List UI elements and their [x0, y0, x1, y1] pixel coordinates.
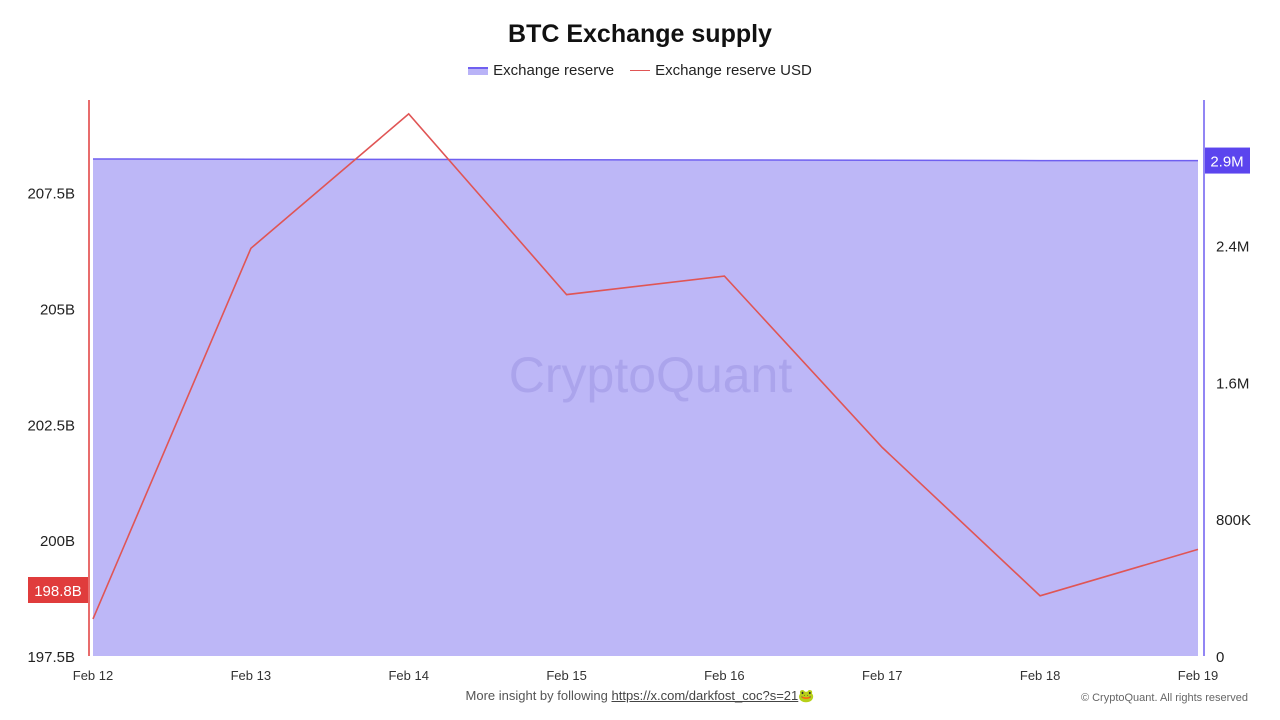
- right-tick-label: 0: [1216, 649, 1224, 666]
- right-tick-label: 1.6M: [1216, 375, 1249, 392]
- legend-swatch-line: [630, 70, 651, 71]
- right-value-badge: [1205, 147, 1250, 174]
- right-tick-label: 800K: [1216, 512, 1251, 529]
- x-tick-label: Feb 17: [862, 668, 902, 683]
- right-tick-label: 2.4M: [1216, 238, 1249, 255]
- x-tick-label: Feb 13: [231, 668, 271, 683]
- left-tick-label: 205B: [40, 302, 75, 319]
- frog-emoji-icon: 🐸: [798, 688, 815, 703]
- left-tick-label: 202.5B: [27, 417, 75, 434]
- left-tick-label: 207.5B: [27, 186, 75, 203]
- right-value-badge-label: 2.9M: [1210, 154, 1243, 171]
- x-tick-label: Feb 16: [704, 668, 744, 683]
- left-tick-label: 197.5B: [27, 649, 75, 666]
- x-tick-label: Feb 19: [1178, 668, 1218, 683]
- footer: More insight by following https://x.com/…: [0, 688, 1280, 704]
- legend-swatch-area: [468, 66, 489, 75]
- chart-legend: Exchange reserve Exchange reserve USD: [0, 62, 1280, 79]
- x-tick-label: Feb 14: [388, 668, 428, 683]
- legend-item-exchange-reserve[interactable]: Exchange reserve: [468, 62, 614, 79]
- left-tick-label: 200B: [40, 533, 75, 550]
- copyright-text: © CryptoQuant. All rights reserved: [1080, 692, 1248, 704]
- line-exchange-reserve: [92, 158, 1198, 162]
- watermark-text: CryptoQuant: [509, 347, 793, 403]
- x-tick-label: Feb 18: [1020, 668, 1060, 683]
- legend-label-exchange-reserve-usd: Exchange reserve USD: [655, 62, 812, 79]
- x-tick-label: Feb 12: [73, 668, 113, 683]
- footer-link[interactable]: https://x.com/darkfost_coc?s=21: [611, 688, 799, 703]
- chart-title: BTC Exchange supply: [508, 20, 772, 48]
- x-tick-label: Feb 15: [546, 668, 586, 683]
- line-exchange-reserve-usd: [92, 112, 1199, 620]
- left-value-badge: [28, 577, 88, 603]
- footer-prefix: More insight by following: [465, 688, 612, 703]
- left-value-badge-label: 198.8B: [34, 583, 82, 600]
- legend-label-exchange-reserve: Exchange reserve: [493, 62, 615, 79]
- area-exchange-reserve: [93, 159, 1198, 656]
- legend-item-exchange-reserve-usd[interactable]: Exchange reserve USD: [630, 62, 812, 79]
